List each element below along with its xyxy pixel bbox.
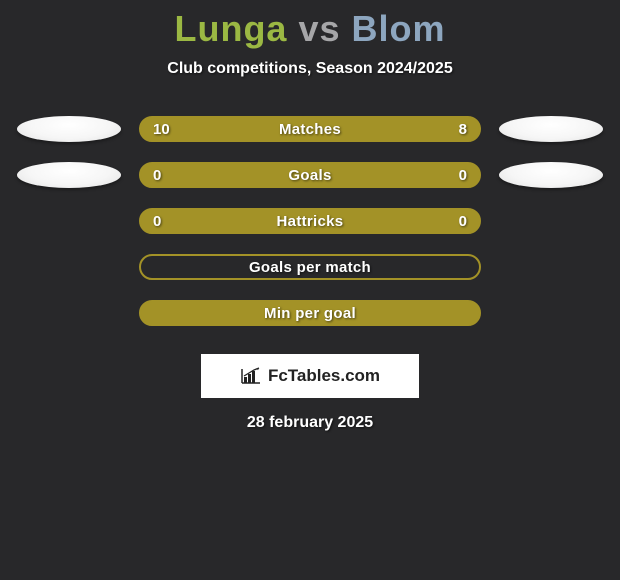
player2-value: 0: [459, 213, 467, 230]
stat-label: Matches: [279, 121, 341, 138]
player2-indicator: [499, 162, 603, 188]
fctables-logo[interactable]: FcTables.com: [201, 354, 419, 398]
stat-row: 0 Goals 0: [0, 152, 620, 198]
stat-row: 0 Hattricks 0: [0, 198, 620, 244]
stat-row: 10 Matches 8: [0, 106, 620, 152]
logo-text: FcTables.com: [268, 366, 380, 386]
player2-name: Blom: [352, 8, 446, 49]
subtitle: Club competitions, Season 2024/2025: [0, 60, 620, 78]
stat-label: Goals per match: [249, 259, 371, 276]
stat-bar: 0 Hattricks 0: [139, 208, 481, 234]
comparison-title: Lunga vs Blom: [0, 0, 620, 50]
player1-value: 10: [153, 121, 170, 138]
player2-value: 8: [459, 121, 467, 138]
stat-bar: 10 Matches 8: [139, 116, 481, 142]
player1-value: 0: [153, 167, 161, 184]
player1-name: Lunga: [174, 8, 287, 49]
stats-container: 10 Matches 8 0 Goals 0 0 Hattricks 0 Goals per ma…: [0, 106, 620, 336]
stat-row: Goals per match: [0, 244, 620, 290]
stat-label: Min per goal: [264, 305, 356, 322]
stat-bar: 0 Goals 0: [139, 162, 481, 188]
date-label: 28 february 2025: [0, 414, 620, 432]
stat-bar: Goals per match: [139, 254, 481, 280]
stat-bar: Min per goal: [139, 300, 481, 326]
player2-indicator: [499, 116, 603, 142]
vs-text: vs: [298, 8, 340, 49]
stat-label: Goals: [288, 167, 331, 184]
bar-chart-icon: [240, 367, 262, 385]
stat-row: Min per goal: [0, 290, 620, 336]
stat-label: Hattricks: [277, 213, 344, 230]
player1-indicator: [17, 116, 121, 142]
player1-indicator: [17, 162, 121, 188]
player2-value: 0: [459, 167, 467, 184]
player1-value: 0: [153, 213, 161, 230]
